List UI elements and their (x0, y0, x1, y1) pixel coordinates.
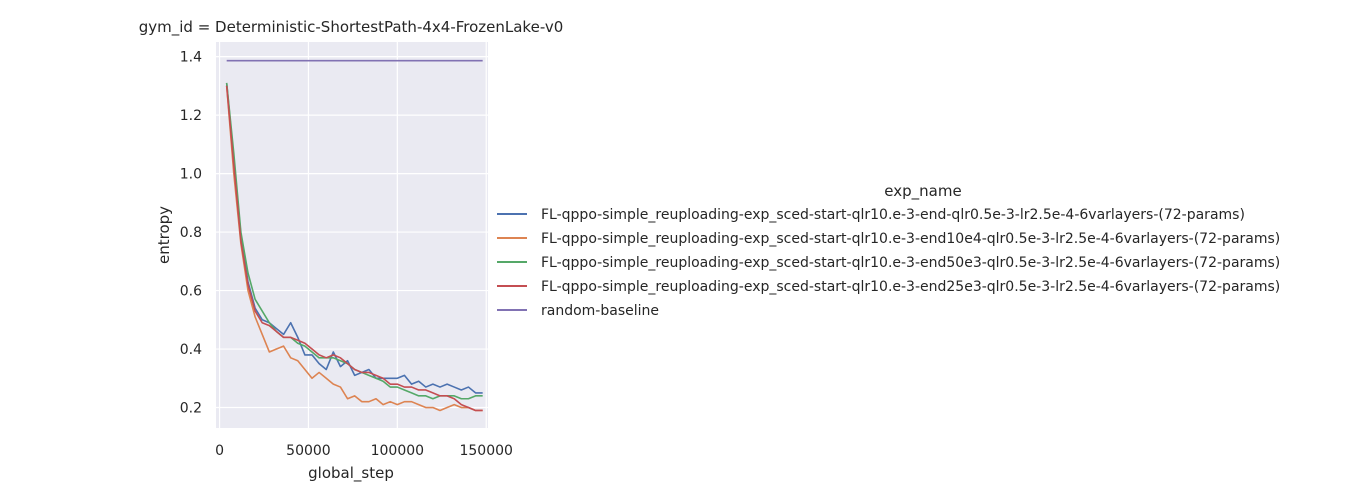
series-line-2 (225, 85, 483, 412)
plot-background (216, 42, 488, 428)
legend-label: FL-qppo-simple_reuploading-exp_sced-star… (541, 255, 1280, 271)
x-tick-label: 150000 (459, 443, 512, 459)
y-tick-label: 1.4 (180, 50, 202, 66)
legend-label: random-baseline (541, 303, 659, 319)
y-axis-label: entropy (155, 206, 173, 264)
y-tick-label: 0.2 (180, 401, 202, 417)
x-tick-label: 100000 (371, 443, 424, 459)
x-axis-label: global_step (308, 464, 394, 483)
legend-label: FL-qppo-simple_reuploading-exp_sced-star… (541, 207, 1245, 223)
y-tick-label: 0.6 (180, 284, 202, 300)
x-tick-label: 0 (215, 443, 224, 459)
x-tick-label: 50000 (286, 443, 331, 459)
y-tick-label: 1.0 (180, 167, 202, 183)
y-tick-label: 0.4 (180, 342, 202, 358)
x-axis-ticks: 0 50000 100000 150000 (215, 443, 513, 459)
legend-label: FL-qppo-simple_reuploading-exp_sced-star… (541, 231, 1280, 247)
series-layer (225, 59, 483, 412)
y-tick-label: 0.8 (180, 225, 202, 241)
y-tick-label: 1.2 (180, 108, 202, 124)
legend: exp_name FL-qppo-simple_reuploading-exp_… (497, 182, 1280, 319)
legend-label: FL-qppo-simple_reuploading-exp_sced-star… (541, 279, 1280, 295)
series-line-4 (225, 85, 483, 412)
chart-title: gym_id = Deterministic-ShortestPath-4x4-… (139, 18, 564, 37)
y-axis-ticks: 0.2 0.4 0.6 0.8 1.0 1.2 1.4 (180, 50, 202, 417)
legend-title: exp_name (884, 182, 961, 201)
grid-lines (216, 42, 488, 428)
